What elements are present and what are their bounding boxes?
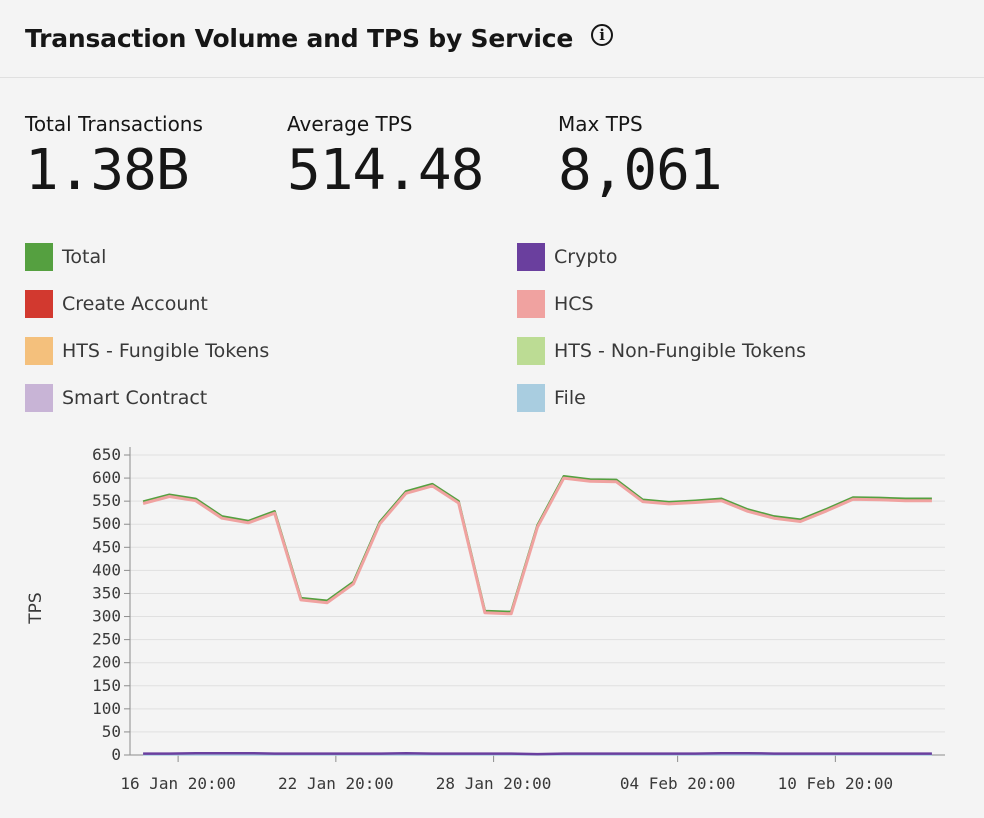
stat-total-transactions: Total Transactions 1.38B (25, 112, 203, 204)
legend-label: Smart Contract (62, 387, 208, 409)
legend-item-file[interactable]: File (517, 383, 586, 413)
x-tick-label: 04 Feb 20:00 (620, 774, 736, 793)
legend-label: Crypto (554, 246, 618, 268)
legend-item-hts-fungible[interactable]: HTS - Fungible Tokens (25, 336, 269, 366)
legend-label: HTS - Fungible Tokens (62, 340, 270, 362)
stat-average-tps: Average TPS 514.48 (287, 112, 484, 204)
y-axis-label: TPS (26, 592, 46, 624)
y-tick-label: 500 (92, 514, 121, 533)
legend-swatch (25, 243, 53, 271)
stat-value: 8,061 (558, 138, 723, 203)
x-tick-label: 28 Jan 20:00 (436, 774, 552, 793)
page-title: Transaction Volume and TPS by Service (25, 24, 574, 53)
legend-item-total[interactable]: Total (25, 242, 106, 272)
series-line-total (142, 474, 932, 614)
chart-card-header: Transaction Volume and TPS by Service i (0, 0, 984, 78)
info-icon[interactable]: i (591, 23, 614, 46)
legend-label: HTS - Non-Fungible Tokens (554, 340, 806, 362)
legend-swatch (517, 384, 545, 412)
y-tick-label: 300 (92, 607, 121, 626)
stat-label: Average TPS (287, 112, 413, 136)
y-tick-label: 600 (92, 468, 121, 487)
legend-item-hts-non-fungible[interactable]: HTS - Non-Fungible Tokens (517, 336, 806, 366)
stat-max-tps: Max TPS 8,061 (558, 112, 723, 204)
stat-value: 514.48 (287, 138, 484, 203)
y-tick-label: 0 (111, 745, 121, 764)
tps-line-chart: 0 50 100 150 200 250 300 350 400 450 500 550 600 650 1… (26, 445, 945, 793)
y-tick-label: 200 (92, 653, 121, 672)
stat-label: Max TPS (558, 112, 643, 136)
legend-item-crypto[interactable]: Crypto (517, 242, 617, 272)
legend-item-smart-contract[interactable]: Smart Contract (25, 383, 207, 413)
legend-label: HCS (554, 293, 594, 315)
legend-swatch (517, 337, 545, 365)
x-tick-label: 22 Jan 20:00 (278, 774, 394, 793)
chart-series (142, 474, 932, 756)
series-line-hcs (142, 476, 932, 616)
stat-value: 1.38B (25, 138, 190, 203)
chart-grid (130, 454, 945, 756)
y-tick-label: 350 (92, 583, 121, 602)
series-line-crypto (143, 751, 932, 756)
y-tick-label: 650 (92, 445, 121, 464)
legend-swatch (25, 337, 53, 365)
legend-label: File (554, 387, 586, 409)
x-tick-label: 16 Jan 20:00 (120, 774, 236, 793)
legend-swatch (25, 290, 53, 318)
y-tick-label: 400 (92, 560, 121, 579)
x-tick-label: 10 Feb 20:00 (778, 774, 894, 793)
y-tick-label: 550 (92, 491, 121, 510)
y-tick-label: 50 (102, 722, 121, 741)
legend-item-hcs[interactable]: HCS (517, 289, 594, 319)
y-tick-label: 150 (92, 676, 121, 695)
y-tick-label: 450 (92, 537, 121, 556)
stat-label: Total Transactions (25, 112, 203, 136)
legend-label: Create Account (62, 293, 208, 315)
chart-axes: 0 50 100 150 200 250 300 350 400 450 500 550 600 650 1… (92, 445, 945, 793)
legend-swatch (25, 384, 53, 412)
legend-swatch (517, 290, 545, 318)
y-tick-label: 250 (92, 630, 121, 649)
y-tick-label: 100 (92, 699, 121, 718)
legend-label: Total (62, 246, 107, 268)
legend-swatch (517, 243, 545, 271)
legend-item-create-account[interactable]: Create Account (25, 289, 208, 319)
stats-summary: Total Transactions 1.38B Average TPS 514… (25, 112, 965, 212)
